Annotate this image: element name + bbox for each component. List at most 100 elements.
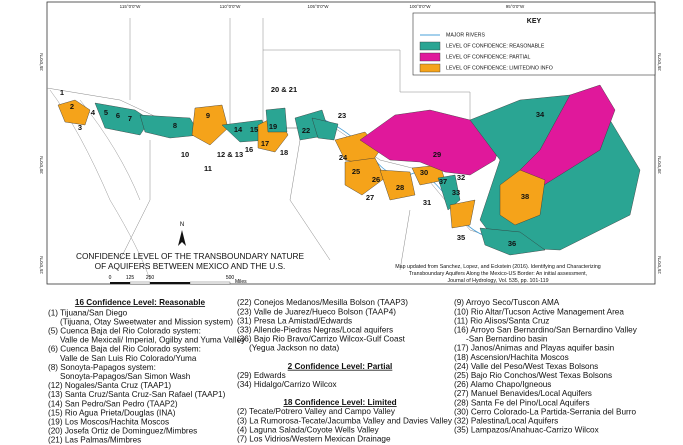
list-item: (6) Cuenca Baja del Rio Colorado system: — [48, 345, 201, 354]
aquifer-label: 5 — [104, 108, 108, 117]
aquifer-label: 27 — [366, 193, 374, 202]
list-item: Valle de San Luis Rio Colorado/Yuma — [60, 354, 197, 363]
map-title: CONFIDENCE LEVEL OF THE TRANSBOUNDARY NA… — [76, 251, 305, 261]
aquifer-label: 15 — [250, 125, 258, 134]
key-swatch — [419, 63, 441, 73]
list-item: (24) Valle del Peso/West Texas Bolsons — [454, 362, 598, 371]
aquifer-label: 4 — [91, 108, 96, 117]
list-item: (28) Santa Fe del Pino/Local Aquifers — [454, 398, 590, 407]
list-item: (9) Arroyo Seco/Tuscon AMA — [454, 298, 560, 307]
list-item: (12) Nogales/Santa Cruz (TAAP1) — [48, 381, 171, 390]
aquifer-label: 3 — [78, 123, 82, 132]
latitude-label: 25°0'0"N — [39, 256, 44, 274]
key-label: LEVEL OF CONFIDENCE: PARTIAL — [446, 54, 530, 60]
list-item: (Yegua Jackson no data) — [249, 344, 340, 353]
list-heading: 18 Confidence Level: Limited — [283, 398, 396, 407]
aquifer-label: 32 — [457, 173, 465, 182]
key-label: LEVEL OF CONFIDENCE: REASONABLE — [446, 43, 545, 49]
aquifer-label: 29 — [433, 150, 441, 159]
aquifers — [57, 84, 641, 256]
list-item: (35) Lampazos/Anahuac-Carrizo Wilcox — [454, 426, 599, 435]
key-swatch — [419, 52, 441, 62]
aquifer-label: 9 — [206, 111, 210, 120]
scale-label: 0 — [109, 275, 112, 281]
scale-label: 125 — [126, 275, 135, 281]
list-item: (22) Conejos Medanos/Mesilla Bolson (TAA… — [237, 298, 408, 307]
longitude-label: 110°0'0"W — [220, 4, 241, 9]
aquifer-label: 36 — [508, 239, 516, 248]
list-item: (10) Rio Altar/Tucson Active Management … — [454, 307, 624, 316]
list-item: (31) Presa La Amistad/Edwards — [237, 316, 352, 325]
list-item: (18) Ascension/Hachita Moscos — [454, 353, 569, 362]
aquifer-label: 19 — [269, 122, 277, 131]
aquifer-label: 14 — [234, 125, 243, 134]
longitude-label: 105°0'0"W — [307, 4, 329, 9]
list-item: (29) Edwards — [237, 371, 286, 380]
list-item: (34) Hidalgo/Carrizo Wilcox — [237, 380, 337, 389]
aquifer-label: 24 — [339, 153, 348, 162]
source-note: Journal of Hydrology, Vol. 535, pp. 101-… — [447, 278, 548, 284]
list-item: (Tijuana, Otay Sweetwater and Mission sy… — [60, 317, 233, 326]
aquifer-label: 25 — [352, 167, 360, 176]
aquifer-label: 38 — [521, 192, 529, 201]
aquifer-label: 10 — [181, 150, 189, 159]
key-label: MAJOR RIVERS — [446, 32, 485, 38]
list-item: (7) Los Vidrios/Western Mexican Drainage — [237, 434, 391, 443]
list-item: (11) Rio Alisos/Santa Cruz — [454, 316, 549, 325]
list-item: (19) Los Moscos/Hachita Moscos — [48, 417, 169, 426]
scale-label: 500 — [226, 275, 235, 281]
latitude-label: 30°0'0"N — [39, 156, 44, 174]
list-item: (36) Bajo Rio Bravo/Carrizo Wilcox-Gulf … — [237, 335, 406, 344]
aquifer-label: 2 — [70, 102, 74, 111]
longitude-label: 100°0'0"W — [409, 4, 431, 9]
aquifer-label: 1 — [60, 88, 64, 97]
key-label: LEVEL OF CONFIDENCE: LIMITED/NO INFO — [446, 65, 553, 71]
key-swatch — [419, 41, 441, 51]
list-item: Sonoyta-Papagos/San Simon Wash — [60, 372, 191, 381]
list-item: (26) Alamo Chapo/Igneous — [454, 380, 551, 389]
aquifer-label: 6 — [116, 111, 120, 120]
aquifer-label: 23 — [338, 111, 346, 120]
list-item: (21) Las Palmas/Mimbres — [48, 436, 141, 445]
longitude-label: 115°0'0"W — [120, 4, 141, 9]
key-box — [412, 12, 656, 76]
aquifer-label: 16 — [245, 145, 253, 154]
aquifer-label: 34 — [536, 110, 545, 119]
aquifer-label: 22 — [302, 126, 310, 135]
aquifer-label: 28 — [396, 183, 404, 192]
list-item: (8) Sonoyta-Papagos system: — [48, 363, 156, 372]
list-item: (15) Rio Agua Prieta/Douglas (INA) — [48, 408, 176, 417]
scale-label: 250 — [146, 275, 155, 281]
list-item: (2) Tecate/Potrero Valley and Campo Vall… — [237, 407, 396, 416]
aquifer-label: 7 — [128, 114, 132, 123]
scale-unit: Miles — [235, 279, 247, 285]
latitude-label: 35°0'0"N — [39, 53, 44, 71]
list-heading: 2 Confidence Level: Partial — [288, 362, 393, 371]
aquifer-label: 30 — [420, 168, 428, 177]
latitude-label: 35°0'0"N — [657, 53, 662, 71]
list-heading: 16 Confidence Level: Reasonable — [75, 298, 206, 307]
aquifer-label: 17 — [261, 139, 269, 148]
aquifer-label: 31 — [423, 198, 431, 207]
source-note: Map updated from Sanchez, Lopez, and Eck… — [395, 264, 601, 270]
list-item: (16) Arroyo San Bernardino/San Bernardin… — [454, 325, 638, 334]
aquifer-label: 35 — [457, 233, 465, 242]
list-item: (25) Bajo Rio Conchos/West Texas Bolsons — [454, 371, 612, 380]
list-item: (23) Valle de Juarez/Hueco Bolson (TAAP4… — [237, 307, 396, 316]
aquifer-label: 12 & 13 — [217, 150, 243, 159]
list-item: (5) Cuenca Baja del Rio Colorado system: — [48, 326, 201, 335]
aquifer-label: 20 & 21 — [271, 85, 297, 94]
list-item: (32) Palestina/Local Aquifers — [454, 416, 558, 425]
aquifer-label: 18 — [280, 148, 288, 157]
aquifer-label: 26 — [372, 175, 380, 184]
source-note: Transboundary Aquifers Along the Mexico-… — [409, 271, 587, 277]
list-item: (33) Allende-Piedras Negras/Local aquife… — [237, 325, 393, 334]
latitude-label: 25°0'0"N — [657, 256, 662, 274]
list-item: (3) La Rumorosa-Tecate/Jacumba Valley an… — [237, 416, 453, 425]
list-item: -San Bernardino basin — [466, 335, 548, 344]
scale-bar — [110, 281, 231, 285]
list-item: (4) Laguna Salada/Coyote Wells Valley — [237, 425, 380, 434]
north-label: N — [180, 222, 184, 228]
